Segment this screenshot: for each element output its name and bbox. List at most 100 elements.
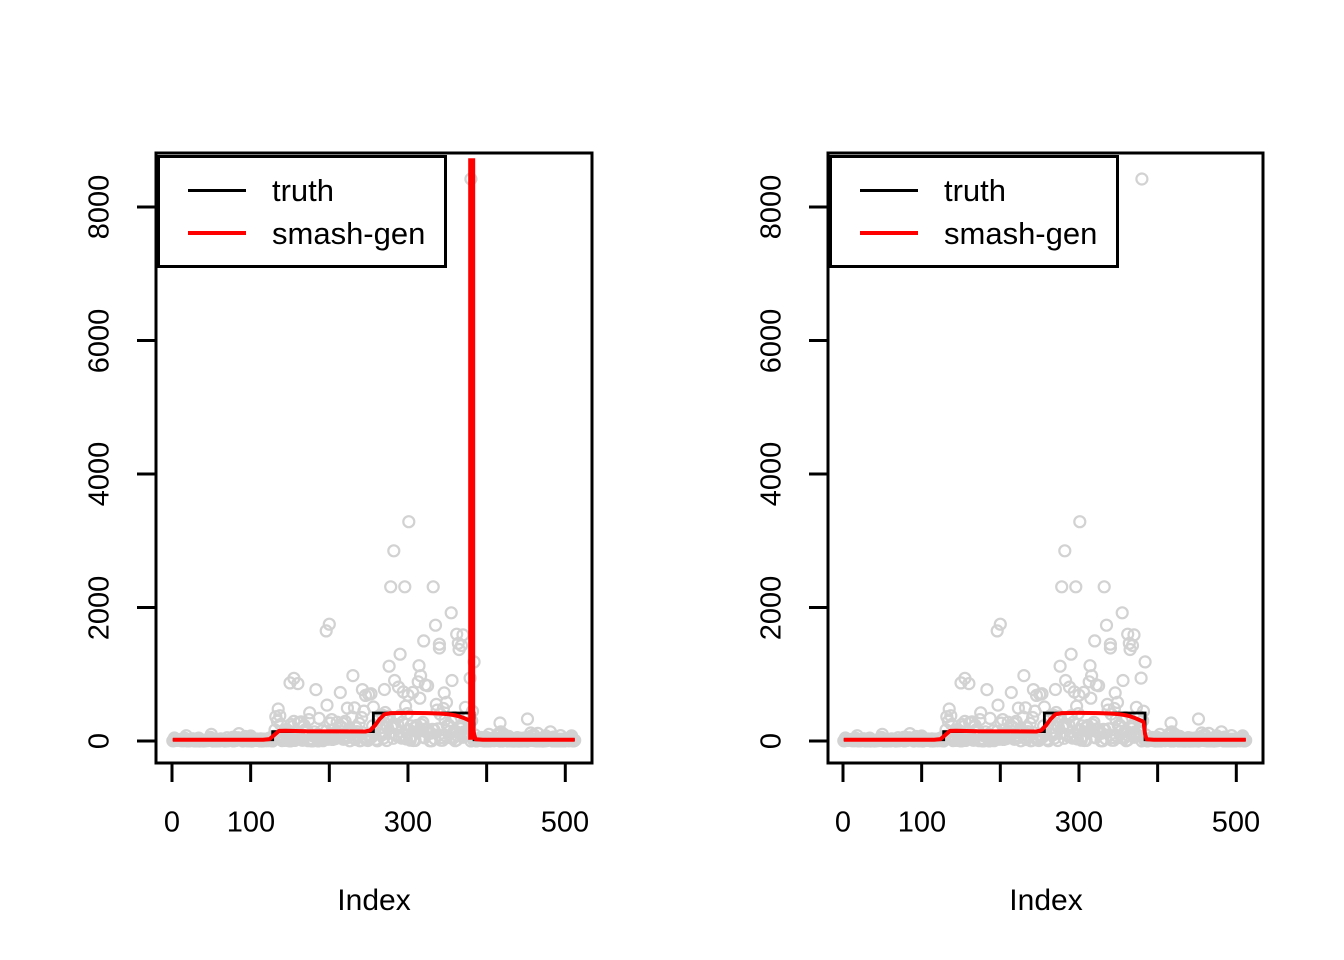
x-tick-label: 300	[383, 806, 433, 839]
fit-line-swatch	[860, 231, 918, 235]
scatter-point	[1025, 710, 1040, 725]
scatter-point	[1136, 704, 1151, 718]
scatter-point	[1055, 580, 1069, 594]
scatter-point	[393, 647, 407, 661]
scatter-point	[1099, 618, 1114, 632]
scatter-point	[990, 624, 1004, 638]
scatter-point	[993, 617, 1007, 631]
scatter-point	[377, 682, 391, 697]
scatter-point	[1033, 687, 1047, 701]
y-tick-label: 0	[755, 732, 788, 750]
y-tick-label: 0	[83, 732, 116, 750]
x-tick-label: 100	[226, 806, 276, 839]
x-tick-label: 500	[540, 806, 590, 839]
legend: truth smash-gen	[157, 155, 447, 268]
x-tick-label: 0	[834, 806, 852, 839]
legend-row-truth: truth	[860, 175, 1116, 206]
scatter-point	[1048, 682, 1063, 697]
legend: truth smash-gen	[829, 155, 1119, 268]
legend-label: truth	[272, 172, 335, 208]
scatter-point	[439, 695, 454, 710]
y-tick-label: 4000	[83, 441, 116, 507]
y-tick-label: 2000	[755, 575, 788, 641]
scatter-point	[1058, 673, 1073, 688]
scatter-point	[1116, 673, 1130, 688]
legend-label: smash-gen	[944, 215, 1098, 251]
x-tick-label: 300	[1054, 806, 1104, 839]
scatter-point	[1103, 637, 1118, 651]
scatter-point	[309, 682, 323, 697]
scatter-point	[1017, 668, 1031, 683]
legend-row-truth: truth	[188, 175, 444, 206]
y-tick-label: 8000	[83, 174, 116, 240]
scatter-point	[388, 673, 402, 688]
legend-label: truth	[944, 172, 1007, 208]
scatter-point	[1088, 634, 1102, 648]
scatter-point	[303, 706, 317, 720]
scatter-point	[1064, 709, 1078, 723]
x-axis-title: Index	[1009, 884, 1083, 917]
scatter-point	[432, 641, 446, 655]
scatter-point	[1121, 627, 1135, 641]
x-tick-label: 0	[163, 806, 181, 839]
x-tick-label: 500	[1211, 806, 1261, 839]
scatter-point	[1004, 685, 1018, 700]
scatter-point	[413, 691, 427, 705]
scatter-point	[333, 685, 347, 700]
scatter-point	[393, 709, 407, 723]
scatter-point	[1053, 659, 1067, 673]
scatter-point	[322, 617, 336, 631]
scatter-point	[417, 634, 431, 648]
scatter-point	[273, 709, 287, 723]
scatter-point	[382, 659, 396, 673]
y-tick-label: 6000	[755, 308, 788, 374]
scatter-point	[983, 711, 997, 726]
legend-row-smash-gen: smash-gen	[188, 218, 444, 249]
y-tick-label: 4000	[755, 441, 788, 507]
scatter-point	[319, 624, 333, 638]
scatter-point	[1058, 544, 1072, 558]
x-axis-title: Index	[337, 884, 411, 917]
y-tick-label: 8000	[755, 174, 788, 240]
scatter-point	[1127, 628, 1141, 642]
truth-line-swatch	[188, 188, 246, 192]
scatter-point	[402, 515, 416, 529]
scatter-point	[1115, 606, 1129, 620]
scatter-point	[1087, 715, 1101, 729]
scatter-point	[1110, 695, 1125, 710]
y-tick-label: 2000	[83, 575, 116, 641]
scatter-point	[1084, 691, 1098, 705]
scatter-point	[428, 618, 443, 632]
scatter-point	[974, 706, 988, 720]
fit-line	[843, 710, 1246, 742]
scatter-point	[1073, 515, 1087, 529]
legend-label: smash-gen	[272, 215, 426, 251]
scatter-point	[445, 673, 459, 688]
scatter-point	[1191, 712, 1206, 726]
scatter-point	[944, 709, 958, 723]
scatter-point	[1064, 647, 1078, 661]
scatter-point	[271, 702, 285, 716]
scatter-point	[520, 712, 535, 726]
legend-row-smash-gen: smash-gen	[860, 218, 1116, 249]
scatter-point	[450, 627, 464, 641]
scatter-point	[355, 710, 369, 725]
scatter-point	[416, 715, 430, 729]
y-tick-label: 6000	[83, 308, 116, 374]
scatter-point	[320, 698, 334, 712]
scatter-point	[432, 637, 446, 651]
scatter-point	[444, 606, 458, 620]
fit-line-swatch	[188, 231, 246, 235]
scatter-point	[387, 544, 401, 558]
scatter-point	[384, 580, 398, 594]
scatter-point	[1138, 655, 1152, 669]
scatter-point	[1103, 641, 1118, 655]
scatter-point	[312, 711, 326, 726]
scatter-point	[1164, 716, 1178, 730]
scatter-point	[962, 676, 976, 691]
scatter-point	[1069, 580, 1083, 594]
plot-box	[826, 151, 1265, 765]
plot-box	[154, 151, 594, 765]
scatter-point	[421, 679, 435, 693]
